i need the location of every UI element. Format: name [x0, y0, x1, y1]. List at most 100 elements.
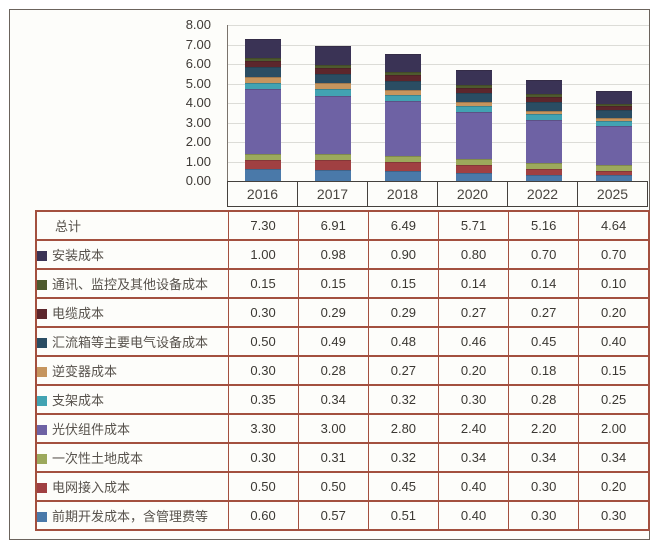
- value-cell: 0.34: [437, 442, 510, 473]
- value-cell: 0.14: [508, 268, 580, 299]
- value-cell: 0.46: [437, 326, 510, 357]
- bar-segment: [315, 68, 352, 74]
- value-cell: 0.50: [227, 326, 299, 357]
- value-cell: 0.40: [578, 326, 650, 357]
- table-row: 一次性土地成本 0.30 0.31 0.32 0.34 0.34 0.34: [35, 442, 650, 473]
- value-cell: 0.70: [508, 239, 580, 270]
- y-tick-label: 3.00: [185, 114, 211, 130]
- table-row: 前期开发成本，含管理费等 0.60 0.57 0.51 0.40 0.30 0.30: [35, 500, 650, 531]
- bar-segment: [525, 102, 562, 111]
- gridline: [228, 44, 649, 46]
- bar-segment: [595, 120, 632, 126]
- bar-segment: [595, 164, 632, 172]
- value-cell: 0.50: [297, 471, 369, 502]
- gridline: [228, 25, 649, 26]
- legend-swatch: [37, 512, 47, 522]
- bar-segment: [385, 72, 422, 75]
- table-row: 支架成本 0.35 0.34 0.32 0.30 0.28 0.25: [35, 384, 650, 415]
- value-cell: 7.30: [227, 210, 299, 241]
- bar-segment: [455, 106, 492, 112]
- label-cell: 支架成本: [35, 384, 229, 415]
- row-label: 安装成本: [52, 248, 105, 263]
- value-cell: 0.15: [227, 268, 299, 299]
- x-tick-year: 2020: [438, 182, 508, 206]
- row-label: 电缆成本: [52, 306, 105, 321]
- label-cell: 电缆成本: [35, 297, 229, 328]
- bar-segment: [455, 69, 492, 86]
- value-cell: 0.30: [508, 500, 580, 531]
- label-cell: 逆变器成本: [35, 355, 229, 386]
- value-cell: 2.40: [437, 413, 510, 444]
- bar-segment: [385, 171, 422, 181]
- value-cell: 1.00: [227, 239, 299, 270]
- y-tick-label: 2.00: [185, 134, 211, 149]
- table-row: 通讯、监控及其他设备成本 0.15 0.15 0.15 0.14 0.14 0.10: [35, 268, 650, 299]
- plot-area: [227, 25, 649, 181]
- bar-segment: [455, 111, 492, 159]
- x-tick-year: 2016: [228, 182, 298, 206]
- bar-2022: [525, 80, 562, 181]
- row-label: 逆变器成本: [52, 364, 118, 379]
- table-row: 电网接入成本 0.50 0.50 0.45 0.40 0.30 0.20: [35, 471, 650, 502]
- bar-segment: [525, 162, 562, 170]
- value-cell: 3.00: [297, 413, 369, 444]
- x-tick-year: 2017: [298, 182, 368, 206]
- legend-swatch: [37, 338, 47, 348]
- bar-segment: [245, 58, 282, 62]
- x-tick-year: 2025: [596, 186, 629, 202]
- y-tick-label: 4.00: [185, 95, 211, 110]
- row-label: 支架成本: [52, 393, 105, 408]
- value-cell: 0.29: [297, 297, 369, 328]
- bar-segment: [315, 160, 352, 170]
- bar-segment: [525, 110, 562, 115]
- row-label: 通讯、监控及其他设备成本: [52, 277, 209, 292]
- bar-segment: [455, 93, 492, 103]
- value-cell: 6.49: [367, 210, 439, 241]
- value-cell: 0.45: [367, 471, 439, 502]
- bar-segment: [595, 90, 632, 105]
- bar-segment: [525, 94, 562, 97]
- value-cell: 0.25: [578, 384, 650, 415]
- bar-segment: [385, 54, 422, 72]
- y-tick-label: 8.00: [185, 17, 211, 32]
- value-cell: 0.70: [578, 239, 650, 270]
- label-cell: 通讯、监控及其他设备成本: [35, 268, 229, 299]
- bar-segment: [525, 114, 562, 120]
- gridline: [228, 103, 649, 104]
- bar-segment: [315, 88, 352, 96]
- bar-segment: [525, 175, 562, 181]
- legend-swatch: [37, 483, 47, 493]
- value-cell: 0.29: [367, 297, 439, 328]
- cost-breakdown-table: 总计 7.30 6.91 6.49 5.71 5.16 4.64 安装成本 1.00 0.98 0.…: [35, 210, 650, 531]
- legend-swatch: [37, 280, 47, 290]
- bar-segment: [525, 80, 562, 95]
- legend-swatch: [37, 396, 47, 406]
- value-cell: 0.30: [227, 442, 299, 473]
- value-cell: 0.32: [367, 384, 439, 415]
- value-cell: 0.34: [508, 442, 580, 473]
- label-cell: 总计: [35, 210, 229, 241]
- value-cell: 0.27: [437, 297, 510, 328]
- legend-swatch: [37, 309, 47, 319]
- table-row-total: 总计 7.30 6.91 6.49 5.71 5.16 4.64: [35, 210, 650, 241]
- bar-segment: [245, 159, 282, 170]
- x-axis-year-header: 2016 2017 2018 2020 2022 2025: [227, 181, 648, 207]
- value-cell: 5.71: [437, 210, 510, 241]
- value-cell: 0.32: [367, 442, 439, 473]
- value-cell: 0.34: [297, 384, 369, 415]
- bar-segment: [455, 165, 492, 174]
- gridline: [228, 64, 649, 65]
- row-label: 一次性土地成本: [52, 451, 144, 466]
- row-label: 前期开发成本，含管理费等: [52, 509, 209, 524]
- bar-segment: [245, 89, 282, 154]
- bar-segment: [385, 80, 422, 90]
- value-cell: 0.34: [578, 442, 650, 473]
- bar-segment: [385, 162, 422, 171]
- label-cell: 安装成本: [35, 239, 229, 270]
- bar-segment: [455, 173, 492, 181]
- value-cell: 6.91: [297, 210, 369, 241]
- bar-segment: [595, 171, 632, 176]
- value-cell: 2.80: [367, 413, 439, 444]
- value-cell: 0.18: [508, 355, 580, 386]
- value-cell: 0.15: [367, 268, 439, 299]
